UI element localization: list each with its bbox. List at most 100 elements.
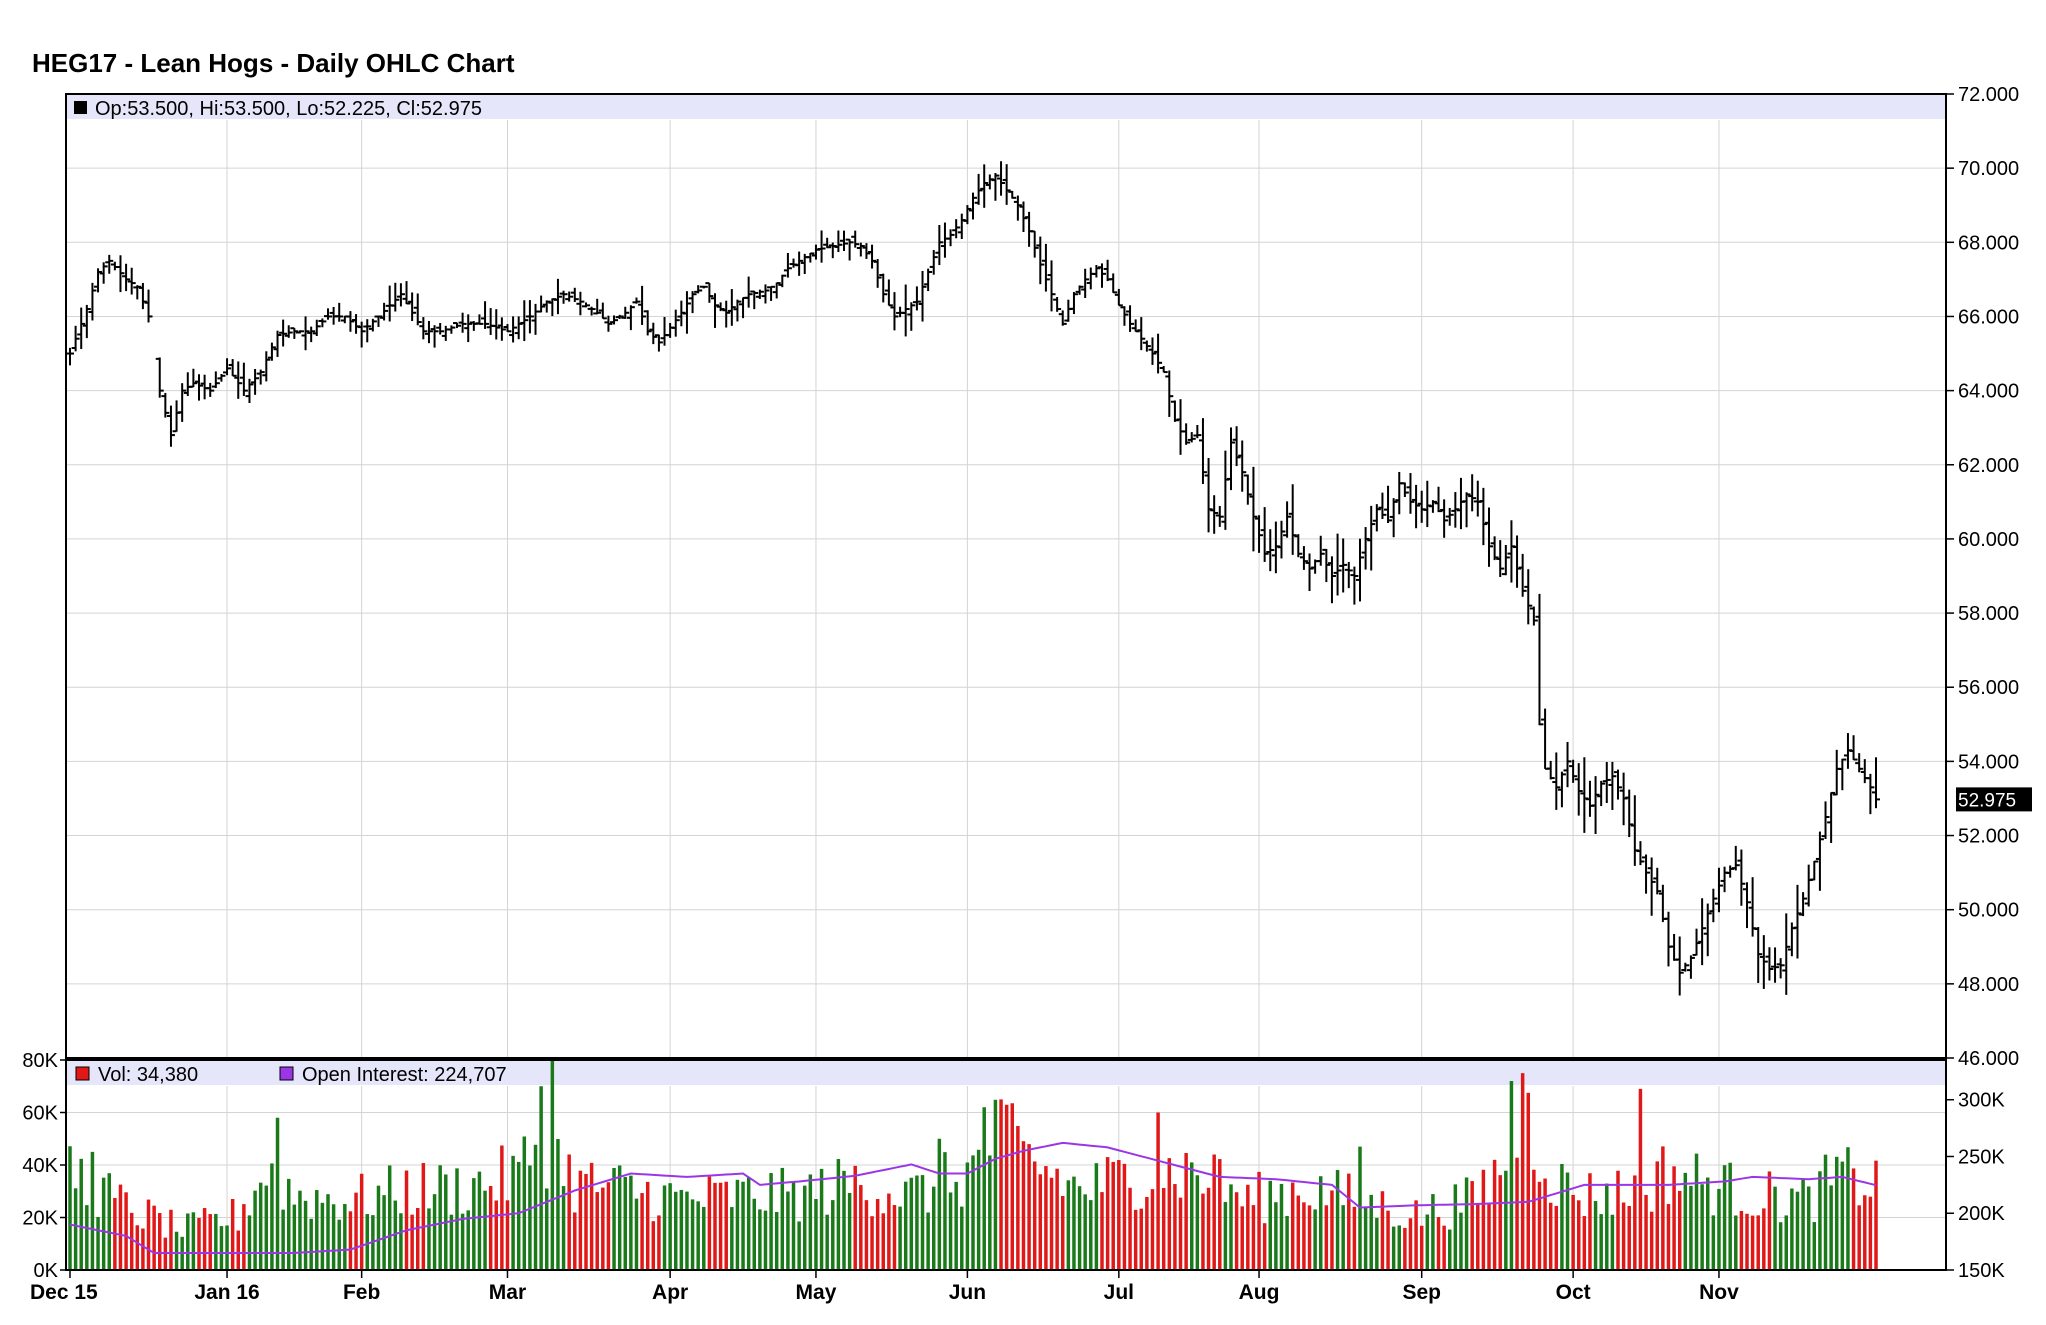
- volume-bar: [1240, 1206, 1244, 1270]
- ohlc-bar: [1569, 759, 1578, 783]
- volume-bar: [1588, 1173, 1592, 1270]
- volume-bar: [129, 1212, 134, 1270]
- ohlc-bar: [105, 254, 114, 274]
- ohlc-bar: [783, 252, 792, 278]
- volume-bar: [690, 1199, 695, 1270]
- volume-bar: [960, 1206, 964, 1270]
- volume-bar: [988, 1155, 992, 1270]
- ohlc-bar: [357, 321, 366, 348]
- ohlc-bar: [1260, 507, 1269, 562]
- ohlc-bars: [66, 161, 1880, 996]
- volume-bar: [1285, 1215, 1289, 1270]
- volume-bar: [1459, 1212, 1463, 1270]
- ohlc-bar: [279, 319, 288, 347]
- volume-bar: [410, 1214, 414, 1270]
- volume-bar: [191, 1212, 196, 1270]
- volume-bar: [1044, 1166, 1048, 1270]
- volume-bar: [971, 1155, 975, 1270]
- volume-bar: [859, 1185, 863, 1270]
- ohlc-bar: [912, 286, 921, 311]
- volume-bar: [853, 1165, 857, 1270]
- ohlc-bar: [1810, 860, 1819, 881]
- ohlc-bar: [295, 330, 304, 334]
- ohlc-bar: [492, 309, 501, 340]
- volume-bar: [1571, 1194, 1575, 1270]
- volume-bar: [1700, 1184, 1704, 1270]
- ohlc-bar: [969, 192, 977, 220]
- ohlc-bar: [223, 358, 232, 376]
- ohlc-bar: [1243, 474, 1252, 505]
- volume-bar: [1795, 1191, 1800, 1270]
- volume-legend-swatch: [75, 1066, 90, 1081]
- volume-bar: [1851, 1168, 1856, 1270]
- volume-bar: [337, 1219, 341, 1270]
- ohlc-bar: [711, 293, 719, 328]
- ohlc-bar: [1008, 190, 1017, 199]
- volume-bar: [326, 1194, 330, 1270]
- ohlc-bar: [1451, 492, 1460, 528]
- volume-bar: [657, 1215, 661, 1270]
- ohlc-bar: [761, 284, 770, 304]
- volume-bar: [96, 1216, 100, 1270]
- ohlc-bar: [1069, 292, 1078, 315]
- volume-bar: [1049, 1177, 1054, 1270]
- ohlc-bar: [1406, 473, 1415, 514]
- ohlc-bar: [795, 251, 804, 276]
- volume-bar: [1784, 1215, 1788, 1270]
- volume-legend-text: Vol: 34,380: [98, 1064, 198, 1086]
- volume-bar: [982, 1107, 986, 1270]
- volume-bar: [393, 1200, 398, 1270]
- volume-bar: [1689, 1185, 1693, 1270]
- volume-bar: [528, 1165, 532, 1270]
- ohlc-bar: [1552, 752, 1561, 810]
- ohlc-bar: [77, 307, 86, 350]
- price-legend-text: Op:53.500, Hi:53.500, Lo:52.225, Cl:52.9…: [95, 98, 482, 120]
- ohlc-bar: [1137, 317, 1146, 351]
- volume-bar: [354, 1192, 358, 1270]
- ohlc-bar: [884, 279, 893, 307]
- volume-tick-label: 20K: [22, 1208, 58, 1230]
- volume-bar: [1100, 1192, 1104, 1270]
- volume-bar: [494, 1200, 498, 1270]
- volume-bar: [118, 1184, 123, 1270]
- ohlc-bar: [553, 278, 562, 315]
- volume-bar: [1605, 1183, 1609, 1270]
- ohlc-bar: [1227, 427, 1235, 491]
- volume-bar: [382, 1195, 386, 1270]
- volume-bar: [1425, 1214, 1430, 1270]
- volume-bar: [932, 1186, 936, 1270]
- ohlc-bar: [722, 300, 731, 328]
- ohlc-bar: [301, 316, 310, 351]
- ohlc-bar: [267, 342, 276, 361]
- ohlc-bar: [380, 302, 389, 321]
- volume-bar: [1414, 1200, 1418, 1270]
- ohlc-bar: [1602, 761, 1611, 804]
- ohlc-bar: [464, 314, 473, 343]
- volume-bar: [803, 1185, 807, 1270]
- ohlc-bar: [1092, 265, 1101, 278]
- price-tick-label: 52.000: [1958, 826, 2019, 848]
- volume-bar: [595, 1192, 599, 1270]
- volume-bar: [1453, 1184, 1458, 1270]
- volume-bar: [348, 1211, 353, 1270]
- ohlc-bar: [1058, 310, 1067, 326]
- volume-bar: [1004, 1104, 1009, 1270]
- volume-bar: [567, 1154, 571, 1270]
- volume-bar: [1464, 1177, 1469, 1270]
- open-interest-axis: 150K 200K 250K 300K: [1946, 1090, 2005, 1282]
- ohlc-bar: [1597, 780, 1606, 807]
- volume-bar: [427, 1208, 431, 1270]
- open-interest-tick-label: 200K: [1958, 1203, 2005, 1225]
- ohlc-bar: [806, 252, 815, 263]
- volume-bar: [1268, 1180, 1272, 1270]
- price-tick-label: 72.000: [1958, 84, 2019, 106]
- ohlc-bar: [991, 172, 1000, 201]
- ohlc-bar: [1098, 263, 1106, 288]
- volume-bar: [1818, 1171, 1822, 1270]
- price-tick-label: 56.000: [1958, 677, 2019, 699]
- ohlc-bar: [1238, 440, 1247, 492]
- volume-bar: [1105, 1157, 1110, 1270]
- ohlc-bar: [626, 305, 635, 331]
- volume-bar: [887, 1193, 891, 1270]
- volume-bar: [1515, 1157, 1519, 1270]
